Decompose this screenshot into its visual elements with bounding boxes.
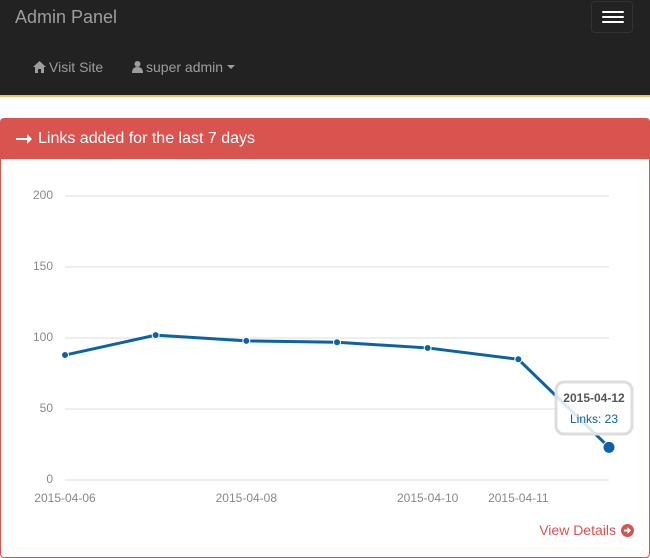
point xyxy=(514,355,523,364)
x-tick-label: 2015-04-08 xyxy=(216,491,278,505)
y-tick-label: 0 xyxy=(46,472,53,486)
point xyxy=(333,338,341,347)
tooltip-title: 2015-04-12 xyxy=(563,391,625,405)
y-tick-label: 50 xyxy=(40,401,54,415)
x-tick-label: 2015-04-06 xyxy=(34,491,96,505)
caret xyxy=(227,65,236,69)
y-tick-label: 150 xyxy=(33,259,53,273)
link-text: View Details xyxy=(539,522,616,538)
point xyxy=(61,351,69,360)
panel-title: Links added for the last 7 days xyxy=(38,130,256,147)
tooltip: 2015-04-12 Links: 23 xyxy=(554,380,634,436)
nav-dropdown[interactable]: super admin xyxy=(132,59,236,75)
x-tick-label: 2015-04-11 xyxy=(488,491,549,505)
nav-link[interactable]: Visit Site xyxy=(33,59,103,75)
y-tick-label: 100 xyxy=(33,330,53,344)
brand[interactable]: Admin Panel xyxy=(15,7,118,27)
navbar: Admin Panel Visit Site super admin xyxy=(0,0,650,97)
tooltip-text: Links: 23 xyxy=(570,412,618,426)
nav-link-text: Visit Site xyxy=(49,59,104,75)
panel-heading: Links added for the last 7 days xyxy=(1,119,649,159)
tooltip-box xyxy=(554,380,634,436)
user-icon xyxy=(132,61,143,73)
arrow-circle-icon xyxy=(621,523,634,537)
y-tick-label: 200 xyxy=(33,188,53,202)
arrow-icon xyxy=(16,134,32,144)
point xyxy=(602,440,616,454)
menu-toggle[interactable] xyxy=(591,1,633,33)
x-tick-label: 2015-04-10 xyxy=(397,491,459,505)
point xyxy=(151,331,160,340)
nav-link-text: super admin xyxy=(146,59,224,75)
home-icon xyxy=(33,61,46,73)
point xyxy=(423,343,432,352)
line xyxy=(64,333,611,449)
view-details[interactable]: View Details xyxy=(539,522,634,538)
point xyxy=(242,336,251,345)
